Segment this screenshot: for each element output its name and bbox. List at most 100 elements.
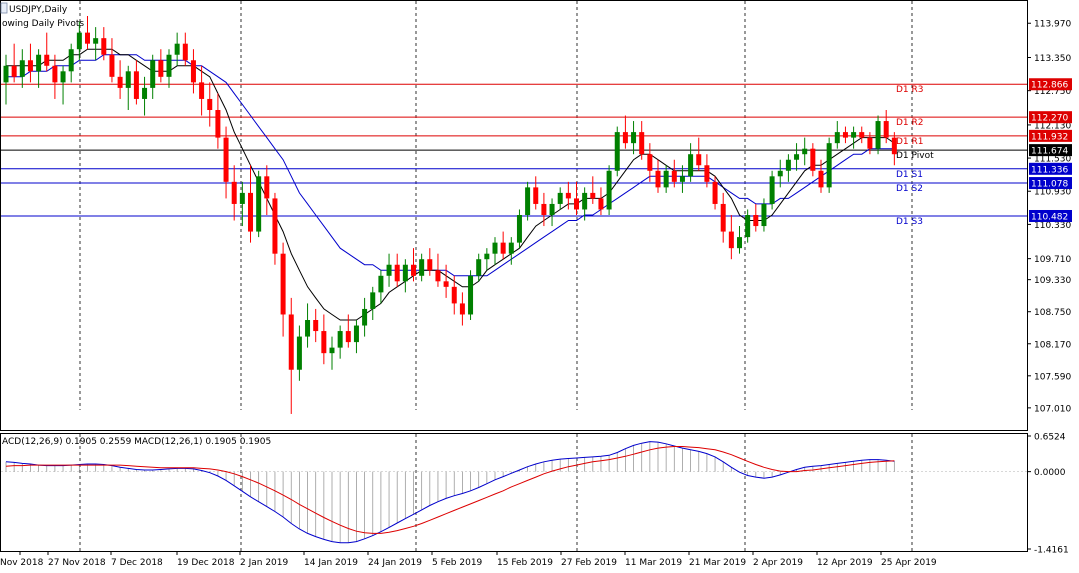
candle-body [704, 165, 710, 182]
price-tick-label: 112.750 [1034, 87, 1071, 97]
candle-body [639, 132, 645, 155]
candle-body [883, 121, 889, 138]
candle-body [842, 132, 848, 138]
candle-body [606, 170, 612, 210]
macd-tick-label: 0.0000 [1034, 468, 1066, 478]
candle-body [810, 148, 816, 171]
candle-body [508, 242, 514, 254]
date-label: 5 Feb 2019 [432, 558, 483, 568]
macd-panel[interactable] [0, 433, 1028, 552]
candle-body [256, 176, 262, 232]
pivot-name-label: D1 S3 [896, 217, 923, 227]
candle-body [435, 270, 441, 282]
price-axis: 113.970 113.350 112.750 112.130 111.530 110.9… [1027, 20, 1071, 414]
candle-body [345, 331, 351, 343]
date-label: 27 Nov 2018 [48, 558, 106, 568]
date-label: 2 Apr 2019 [753, 558, 803, 568]
price-tick-label: 110.930 [1034, 188, 1071, 198]
candle-body [370, 292, 376, 309]
price-tick-label: 107.590 [1034, 372, 1071, 382]
candle-body [598, 198, 604, 210]
candle-body [663, 170, 669, 188]
candle-body [207, 98, 213, 110]
candle-body [582, 192, 588, 210]
candle-body [867, 137, 873, 149]
candle-body [411, 264, 416, 276]
candle-body [362, 308, 368, 326]
macd-tick-label: 0.6524 [1034, 433, 1066, 443]
price-tick-label: 109.710 [1034, 255, 1071, 265]
pivot-price-box [1029, 162, 1072, 175]
candle-body [541, 203, 547, 215]
price-tick-label: 109.330 [1034, 276, 1071, 286]
symbol-label: USDJPY,Daily [9, 5, 68, 15]
candle-body [459, 303, 465, 315]
date-label: 12 Apr 2019 [817, 558, 873, 568]
pivot-name-label: D1 R3 [896, 85, 924, 95]
candle-body [761, 203, 767, 227]
candle-body [305, 320, 311, 337]
pivot-price-label: 111.674 [1031, 147, 1068, 157]
candle-body [142, 87, 148, 99]
macd-tick-label: -1.4161 [1034, 546, 1069, 556]
candle-body [794, 154, 800, 160]
pivot-lines [1, 83, 1027, 217]
pivot-price-label: 110.482 [1031, 212, 1068, 222]
candle-body [451, 286, 457, 304]
candle-body [671, 170, 677, 182]
pivot-name-label: D1 Pivot [896, 151, 934, 161]
candle-body [468, 275, 474, 315]
pivot-labels: D1 R3 112.866 D1 R2 112.270 D1 R1 111.932 D1 P… [896, 78, 1072, 227]
candle-body [93, 38, 99, 44]
symbol-icon [0, 2, 8, 14]
price-tick-label: 113.350 [1034, 54, 1071, 64]
candle-body [394, 264, 400, 282]
pivot-price-box [1029, 111, 1072, 124]
date-axis: Nov 2018 27 Nov 2018 7 Dec 2018 19 Dec 2018… [0, 551, 937, 568]
candle-body [288, 314, 294, 370]
macd-series [1, 441, 1027, 544]
candle-body [313, 320, 319, 332]
candle-body [182, 43, 188, 61]
candle-body [557, 192, 563, 204]
candle-body [631, 132, 637, 144]
candle-body [777, 170, 783, 177]
date-label: 11 Mar 2019 [625, 558, 682, 568]
candle-body [109, 54, 115, 77]
candle-body [565, 192, 571, 199]
candle-body [125, 71, 131, 88]
indicator-label: owing Daily Pivots [2, 19, 84, 29]
candle-body [622, 132, 628, 144]
candle-body [826, 143, 832, 188]
candle-body [101, 38, 107, 55]
candle-body [321, 331, 327, 354]
price-tick-label: 111.530 [1034, 155, 1071, 165]
candle-body [785, 159, 791, 171]
candle-body [484, 253, 490, 260]
candle-body [117, 76, 123, 88]
candle-body [199, 82, 205, 99]
candle-body [337, 331, 343, 348]
date-label: 2 Jan 2019 [240, 558, 288, 568]
candle-body [737, 237, 742, 249]
candle-body [402, 264, 408, 282]
candle-body [11, 65, 17, 77]
price-tick-label: 113.970 [1034, 20, 1071, 30]
candlesticks [3, 16, 897, 414]
candle-body [443, 281, 449, 287]
candle-body [150, 60, 156, 88]
pivot-price-label: 111.078 [1031, 180, 1068, 190]
signal-line [5, 446, 895, 534]
candle-body [859, 132, 865, 138]
date-label: 21 Mar 2019 [689, 558, 746, 568]
candle-body [329, 347, 335, 354]
candle-body [386, 264, 392, 276]
candle-body [851, 132, 857, 138]
pivot-price-label: 111.336 [1031, 165, 1068, 175]
candle-body [248, 192, 253, 232]
candle-body [68, 49, 74, 72]
candle-body [688, 154, 694, 177]
candle-body [549, 203, 555, 215]
